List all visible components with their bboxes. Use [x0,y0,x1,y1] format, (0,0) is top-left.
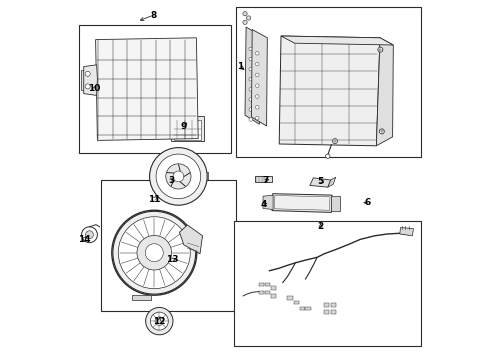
Polygon shape [245,27,261,124]
Circle shape [255,84,259,87]
Text: 9: 9 [181,122,187,131]
Circle shape [146,307,173,335]
Bar [294,301,298,304]
Text: 5: 5 [318,177,324,186]
Circle shape [249,77,252,81]
Polygon shape [96,38,198,140]
Polygon shape [255,176,272,182]
Bar [174,120,201,140]
Text: 1: 1 [237,62,244,71]
Bar [200,172,208,181]
Bar [234,221,421,346]
Circle shape [249,67,252,71]
Circle shape [255,105,259,109]
Circle shape [378,47,383,52]
Polygon shape [376,38,393,146]
Circle shape [249,87,252,91]
Bar [324,303,329,307]
Bar [305,307,311,310]
Circle shape [379,129,384,134]
Circle shape [145,244,163,262]
Bar [331,303,336,307]
Text: 4: 4 [261,199,267,209]
Circle shape [255,116,259,120]
Circle shape [333,139,338,144]
Circle shape [255,62,259,66]
Circle shape [85,71,90,76]
Circle shape [150,312,169,330]
Circle shape [243,20,247,24]
Bar [101,180,236,311]
Polygon shape [310,178,331,187]
Text: 12: 12 [153,317,166,325]
Circle shape [326,154,330,158]
Text: 10: 10 [88,84,101,93]
Text: 6: 6 [365,198,371,207]
Polygon shape [331,196,341,211]
Text: 14: 14 [78,235,90,244]
Bar [79,25,231,153]
Bar [236,7,421,157]
Circle shape [255,95,259,98]
Circle shape [118,217,190,289]
Circle shape [85,84,90,89]
Circle shape [137,235,172,270]
Circle shape [249,47,252,51]
Text: 3: 3 [168,176,174,185]
Circle shape [149,148,207,205]
Bar [331,310,336,314]
Bar [259,283,264,286]
Bar [271,286,276,290]
Circle shape [255,51,259,55]
Polygon shape [263,195,273,210]
Circle shape [86,231,94,239]
Polygon shape [251,30,268,126]
Circle shape [173,171,184,182]
Circle shape [249,57,252,61]
Text: 7: 7 [262,176,269,185]
Bar [265,283,270,286]
Bar [324,310,329,314]
Polygon shape [400,228,414,236]
Polygon shape [84,65,98,95]
Bar [288,296,293,300]
Polygon shape [281,36,393,45]
Bar [265,291,270,294]
Bar [259,291,264,294]
Text: 11: 11 [148,194,161,204]
Circle shape [166,164,191,189]
Text: 8: 8 [150,11,156,20]
Bar [81,70,86,90]
Circle shape [156,154,201,199]
Circle shape [113,211,196,294]
Text: 13: 13 [166,256,178,264]
Circle shape [243,12,247,16]
Circle shape [249,108,252,111]
Polygon shape [272,194,332,212]
Circle shape [155,317,164,325]
Polygon shape [274,195,330,210]
Polygon shape [279,36,380,146]
Bar [300,307,305,310]
Text: 2: 2 [318,222,324,231]
Circle shape [246,16,251,20]
Polygon shape [132,295,151,300]
Circle shape [249,118,252,121]
Bar [171,116,204,141]
Bar [271,294,276,298]
Circle shape [255,73,259,77]
Polygon shape [328,177,336,187]
Polygon shape [179,225,202,254]
Circle shape [249,98,252,101]
